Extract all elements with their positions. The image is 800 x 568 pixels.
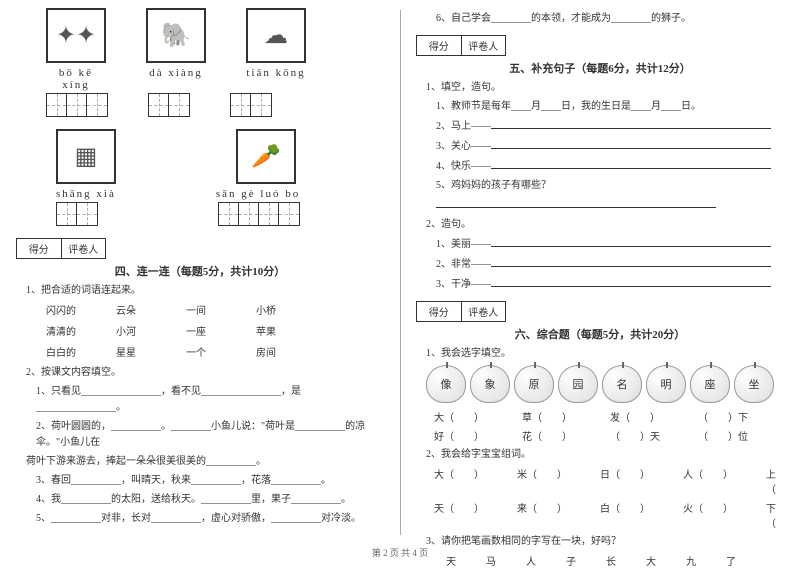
elephant-image: 🐘 — [146, 8, 206, 63]
apple-2: 象 — [470, 365, 510, 403]
q4-2-2: 2、荷叶圆圆的，__________。________小鱼儿说："荷叶是____… — [36, 419, 384, 451]
char-grid-2 — [148, 93, 190, 117]
pinyin-1: bō kē xíng — [46, 67, 106, 91]
score-label: 得分 — [17, 239, 62, 258]
q5-1: 1、填空，造句。 — [426, 80, 784, 96]
chars-row-2: 天（ ） 来（ ） 白（ ） 火（ ） 下（ — [434, 500, 784, 530]
q5-1-2: 2、马上—— — [436, 118, 784, 135]
char-grid-3 — [230, 93, 272, 117]
q-6-top: 6、自己学会________的本领，才能成为________的狮子。 — [436, 11, 784, 27]
section-4-title: 四、连一连（每题5分，共计10分） — [16, 263, 384, 279]
score-label: 得分 — [417, 302, 462, 321]
apple-4: 园 — [558, 365, 598, 403]
left-column: ✦✦ 🐘 ☁ bō kē xíng dà xiàng tiān kōng ▦ 🥕… — [0, 0, 400, 565]
section-5-title: 五、补充句子（每题6分，共计12分） — [416, 60, 784, 76]
right-column: 6、自己学会________的本领，才能成为________的狮子。 得分 评卷… — [400, 0, 800, 565]
apple-6: 明 — [646, 365, 686, 403]
score-label: 得分 — [417, 36, 462, 55]
apple-5: 名 — [602, 365, 642, 403]
apple-8: 坐 — [734, 365, 774, 403]
q5-1-3: 3、关心—— — [436, 138, 784, 155]
pinyin-4: shāng xià — [56, 188, 116, 200]
section-6-title: 六、综合题（每题5分，共计20分） — [416, 326, 784, 342]
image-row-2: ▦ 🥕 — [56, 129, 384, 184]
grader-label: 评卷人 — [62, 239, 106, 258]
score-box-5: 得分 评卷人 — [416, 35, 506, 56]
apple-7: 座 — [690, 365, 730, 403]
pair-row-1: 大（ ） 草（ ） 发（ ） （ ）下 — [434, 409, 784, 424]
chars-row-1: 大（ ） 米（ ） 日（ ） 人（ ） 上（ — [434, 466, 784, 496]
grader-label: 评卷人 — [462, 36, 506, 55]
match-row-2: 清清的 小河 一座 苹果 — [46, 323, 384, 338]
q5-1-5: 5、鸡妈妈的孩子有哪些？ — [436, 178, 784, 194]
q4-1: 1、把合适的词语连起来。 — [26, 283, 384, 299]
grader-label: 评卷人 — [462, 302, 506, 321]
pair-row-2: 好（ ） 花（ ） （ ）天 （ ）位 — [434, 428, 784, 443]
grid-row-2 — [56, 202, 384, 226]
q5-1-5b — [436, 197, 784, 214]
score-box-6: 得分 评卷人 — [416, 301, 506, 322]
updown-image: ▦ — [56, 129, 116, 184]
q5-1-1: 1、教师节是每年____月____日，我的生日是____月____日。 — [436, 99, 784, 115]
pinyin-row-1: bō kē xíng dà xiàng tiān kōng — [46, 67, 384, 91]
image-row-1: ✦✦ 🐘 ☁ — [46, 8, 384, 63]
apple-3: 原 — [514, 365, 554, 403]
q4-2: 2、按课文内容填空。 — [26, 365, 384, 381]
pinyin-3: tiān kōng — [246, 67, 306, 91]
q5-2-2: 2、非常—— — [436, 256, 784, 273]
q4-2-2b: 荷叶下游来游去，捧起一朵朵很美很美的__________。 — [26, 454, 384, 470]
carrot-image: 🥕 — [236, 129, 296, 184]
q5-2-1: 1、美丽—— — [436, 236, 784, 253]
apple-1: 像 — [426, 365, 466, 403]
q5-1-4: 4、快乐—— — [436, 158, 784, 175]
char-grid-4 — [56, 202, 98, 226]
q4-2-4: 4、我__________的太阳，送给秋天。__________里，果子____… — [36, 492, 384, 508]
q4-2-1: 1、只看见________________，看不见_______________… — [36, 384, 384, 416]
char-grid-5 — [218, 202, 300, 226]
q4-2-3: 3、春回__________，叫晴天，秋来__________，花落______… — [36, 473, 384, 489]
sky-image: ☁ — [246, 8, 306, 63]
pinyin-row-2: shāng xià sān gè luó bo — [56, 188, 384, 200]
q5-2: 2、造句。 — [426, 217, 784, 233]
match-row-3: 白白的 星星 一个 房间 — [46, 344, 384, 359]
match-row-1: 闪闪的 云朵 一间 小桥 — [46, 302, 384, 317]
q4-2-5: 5、__________对非，长对__________，虚心对骄傲，______… — [36, 511, 384, 527]
score-box-4: 得分 评卷人 — [16, 238, 106, 259]
q6-1: 1、我会选字填空。 — [426, 346, 784, 362]
grid-row-1 — [46, 93, 384, 117]
stars-image: ✦✦ — [46, 8, 106, 63]
page-footer: 第 2 页 共 4 页 — [0, 546, 800, 559]
apple-row: 像 象 原 园 名 明 座 坐 — [426, 365, 784, 403]
q6-2: 2、我会给字宝宝组词。 — [426, 447, 784, 463]
pinyin-2: dà xiàng — [146, 67, 206, 91]
q5-2-3: 3、干净—— — [436, 276, 784, 293]
column-divider — [400, 10, 401, 535]
pinyin-5: sān gè luó bo — [216, 188, 300, 200]
char-grid-1 — [46, 93, 108, 117]
